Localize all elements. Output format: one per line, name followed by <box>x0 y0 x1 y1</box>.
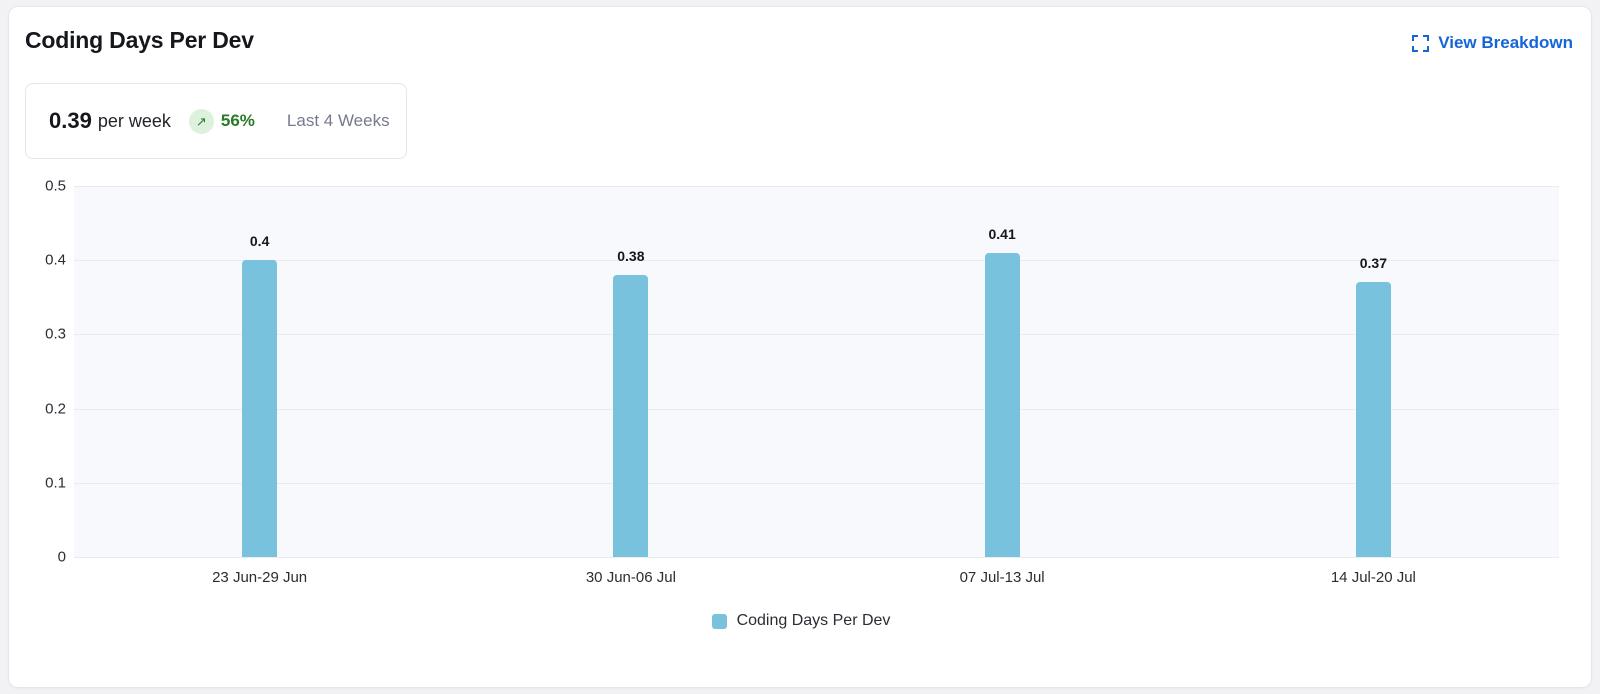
bar-value-label: 0.41 <box>988 225 1016 242</box>
y-axis-tick-label: 0.1 <box>45 474 66 492</box>
kpi-trend: ↗ 56% <box>188 108 255 134</box>
card-header: Coding Days Per Dev View Breakdown <box>9 7 1591 77</box>
x-axis-tick-label: 30 Jun-06 Jul <box>585 569 676 586</box>
gridline <box>74 334 1559 336</box>
kpi-trend-percent: 56% <box>220 111 255 130</box>
page-title: Coding Days Per Dev <box>25 27 254 53</box>
trend-up-arrow-icon: ↗ <box>188 108 214 134</box>
bar-value-label: 0.38 <box>617 248 645 265</box>
kpi-summary: 0.39 per week ↗ 56% Last 4 Weeks <box>25 83 407 159</box>
bar[interactable] <box>1355 282 1391 557</box>
bar[interactable] <box>242 260 278 557</box>
gridline <box>74 186 1559 187</box>
y-axis-tick-label: 0.4 <box>45 251 66 269</box>
gridline <box>74 260 1559 262</box>
x-axis-tick-label: 23 Jun-29 Jun <box>212 569 308 586</box>
x-axis-tick-label: 07 Jul-13 Jul <box>959 569 1045 586</box>
plot-area <box>74 186 1559 558</box>
kpi-period-label: Last 4 Weeks <box>286 111 390 130</box>
expand-icon <box>1412 34 1430 52</box>
bar-chart: 0.5 0.4 0.3 0.2 0.1 0 23 Jun-29 Jun 30 Jun-06 … <box>9 167 1593 682</box>
bar[interactable] <box>613 275 649 557</box>
x-axis-tick-label: 14 Jul-20 Jul <box>1330 569 1416 586</box>
view-breakdown-label: View Breakdown <box>1438 33 1573 52</box>
gridline <box>74 408 1559 410</box>
bar[interactable] <box>984 252 1020 557</box>
kpi-value: 0.39 <box>49 108 92 133</box>
y-axis-tick-label: 0 <box>57 548 66 566</box>
gridline <box>74 482 1559 484</box>
bar-value-label: 0.4 <box>249 233 270 250</box>
gridline <box>74 557 1559 558</box>
legend-swatch <box>711 613 727 629</box>
y-axis-tick-label: 0.2 <box>45 400 66 418</box>
view-breakdown-button[interactable]: View Breakdown <box>1412 33 1573 53</box>
legend-label[interactable]: Coding Days Per Dev <box>736 612 891 629</box>
y-axis-tick-label: 0.3 <box>45 325 66 343</box>
y-axis-tick-label: 0.5 <box>45 177 66 195</box>
metric-card: Coding Days Per Dev View Breakdown 0.39 … <box>8 6 1592 688</box>
kpi-unit: per week <box>97 110 171 131</box>
chart-legend: Coding Days Per Dev <box>9 612 1593 630</box>
bar-value-label: 0.37 <box>1359 255 1387 272</box>
